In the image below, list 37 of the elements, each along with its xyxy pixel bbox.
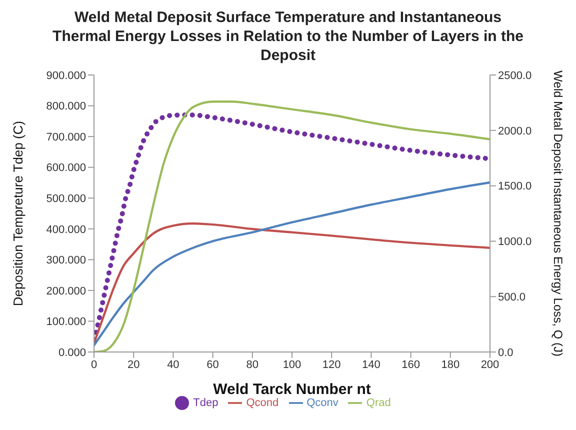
y-tick-label: 0.000 [58,346,86,359]
y-tick-label: 600.000 [46,162,86,174]
legend-label: Tdep [193,396,218,409]
x-tick-label: 140 [362,358,380,371]
x-tick-label: 160 [402,358,420,371]
line-series [94,181,490,346]
y-tick-label: 800.000 [46,100,86,113]
y2-tick-label: 1000.0 [498,236,532,248]
line-series [94,222,490,344]
x-tick-label: 100 [282,358,302,371]
y-tick-label: 400.000 [46,224,86,236]
y2-tick-label: 500.0 [498,292,526,304]
x-axis-title: Weld Tarck Number nt [213,381,371,398]
legend-label: Qcond [246,396,279,409]
x-tick-label: 80 [246,358,259,371]
y2-tick-label: 2000.0 [498,125,532,138]
y2-tick-label: 1500.0 [498,180,532,193]
y2-axis-title: Weld Metal Deposit Instantaneous Energy Loss, Q (J) [550,70,565,356]
x-tick-label: 0 [90,358,98,371]
x-tick-label: 60 [206,358,219,371]
y-tick-label: 300.000 [46,254,86,267]
y-tick-label: 900.000 [46,70,86,82]
y-tick-label: 100.000 [46,316,86,328]
x-tick-label: 120 [322,358,341,371]
x-tick-label: 180 [441,358,460,371]
legend-label: Qconv [306,396,338,409]
x-tick-label: 40 [167,358,180,371]
y-axis-title: Deposition Tempreture Tdep (C) [10,120,26,306]
y-tick-label: 200.000 [46,285,86,298]
y2-tick-label: 2500.0 [498,70,532,82]
y-tick-label: 700.000 [46,131,86,144]
chart-title: Weld Metal Deposit Surface Temperature and Instantaneous Thermal Energy Losses in Relation to the Number of Layers in the Deposit [52,8,524,65]
x-tick-label: 200 [480,358,500,371]
legend-label: Qrad [366,396,391,409]
x-tick-label: 20 [127,358,140,371]
y2-tick-label: 0.0 [498,346,514,359]
y-tick-label: 500.000 [46,193,86,206]
